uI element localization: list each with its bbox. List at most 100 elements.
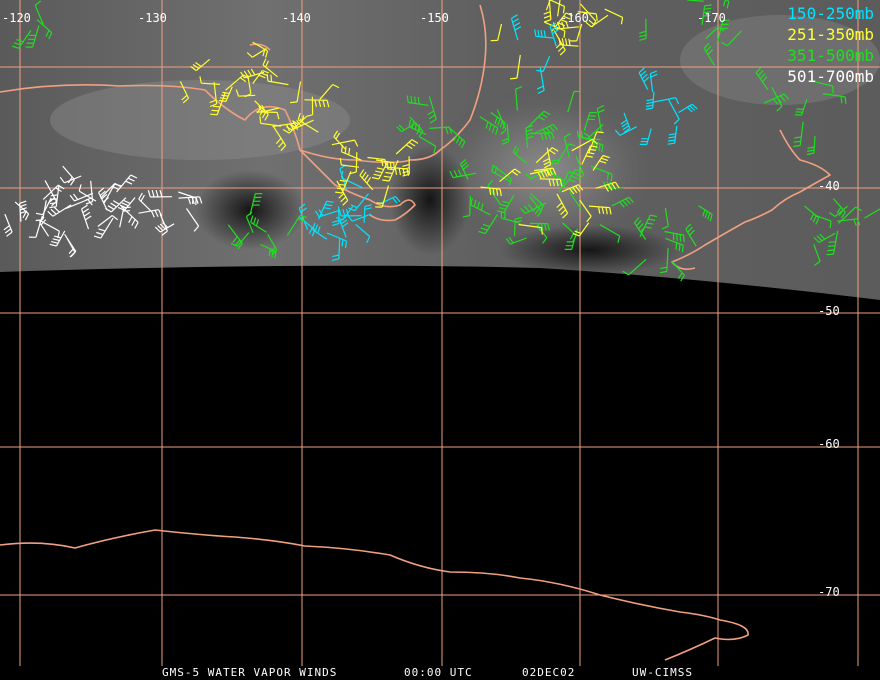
wind-barb	[639, 18, 647, 41]
wind-barb	[804, 205, 820, 225]
wind-barb	[331, 237, 341, 261]
wind-barb	[542, 147, 552, 169]
wind-barb	[546, 168, 566, 189]
wind-barb	[252, 69, 270, 84]
wind-barb	[396, 122, 417, 133]
wind-barb	[459, 159, 469, 180]
wind-barb	[534, 167, 557, 176]
wind-barb	[567, 90, 582, 113]
wind-barb	[93, 217, 114, 239]
wind-barb	[678, 103, 698, 114]
wind-barb	[348, 193, 369, 212]
wind-barb	[119, 206, 131, 228]
wind-barb	[470, 197, 491, 216]
wind-barb	[548, 0, 566, 14]
wind-barb	[515, 86, 523, 111]
wind-barb	[478, 213, 499, 235]
wind-barb	[723, 0, 730, 9]
wind-barb	[520, 202, 547, 214]
wind-barb	[721, 30, 742, 47]
wind-barb	[479, 116, 499, 135]
wind-barb	[332, 206, 340, 227]
wind-barb	[97, 215, 119, 227]
wind-barb	[179, 81, 190, 104]
wind-barb	[266, 74, 289, 86]
wind-barb	[755, 67, 769, 91]
wind-barb	[28, 215, 43, 238]
wind-barb	[653, 97, 680, 105]
wind-barb	[318, 200, 334, 220]
wind-barb	[556, 193, 569, 219]
wind-barb	[667, 125, 678, 145]
wind-barb	[596, 105, 605, 132]
wind-barb	[199, 76, 220, 85]
footer-time: 00:00 UTC	[404, 666, 473, 679]
cloud-band-east	[680, 15, 880, 105]
wind-barb	[581, 145, 598, 165]
wind-barb	[490, 23, 503, 42]
wind-barb	[375, 185, 390, 208]
wind-barb	[312, 222, 328, 240]
wind-barb	[533, 123, 559, 136]
wind-barb	[638, 67, 650, 90]
lon-label-120: -120	[2, 11, 31, 25]
wind-barb	[575, 156, 585, 180]
wind-barb	[36, 19, 53, 40]
wind-barb	[331, 139, 359, 147]
wind-barb	[557, 0, 561, 17]
coastline-antarctica	[0, 529, 749, 661]
wind-barb	[806, 136, 816, 156]
wind-barb	[577, 11, 598, 21]
wind-barb	[319, 83, 340, 100]
wind-barb	[634, 217, 647, 240]
wind-barb	[419, 136, 437, 154]
wind-barb	[335, 171, 352, 194]
dry-slot-3	[500, 225, 680, 275]
wind-barb	[3, 213, 13, 237]
wind-barb	[338, 208, 362, 217]
wind-barb	[210, 92, 226, 116]
wind-barb	[558, 37, 579, 47]
wind-barb	[138, 192, 152, 212]
wind-barb	[117, 197, 136, 211]
pressure-legend: 150-250mb 251-350mb 351-500mb 501-700mb	[787, 3, 874, 87]
footer-date: 02DEC02	[522, 666, 576, 679]
wind-barb	[686, 0, 704, 2]
wind-barb	[14, 201, 30, 221]
wind-barb	[571, 138, 598, 152]
wind-barb	[34, 0, 44, 25]
wind-barb	[668, 99, 680, 125]
wind-barb	[69, 192, 94, 202]
wind-barb	[259, 116, 282, 127]
wind-barb	[375, 159, 395, 170]
wind-barb	[794, 99, 808, 116]
lon-label-170: -170	[697, 11, 726, 25]
wind-barb	[254, 100, 269, 121]
wind-barb	[529, 196, 542, 217]
wind-barb	[256, 111, 280, 120]
lat-label-70: -70	[818, 585, 840, 599]
wind-barb	[235, 89, 256, 97]
wind-barb	[639, 128, 652, 146]
wind-barb	[620, 112, 631, 133]
wind-barb	[190, 58, 211, 72]
wind-barb	[671, 260, 685, 282]
wind-barb	[154, 222, 175, 233]
wind-barb	[178, 196, 203, 205]
wind-barb	[518, 223, 543, 235]
cloud-band-west	[50, 80, 350, 160]
wind-barb	[159, 213, 168, 236]
wind-barb	[614, 126, 637, 136]
wind-barb	[347, 213, 372, 222]
wind-barb	[510, 14, 522, 41]
wind-barb	[262, 58, 278, 78]
wind-barb	[290, 81, 302, 104]
wind-barb	[38, 219, 60, 239]
wind-barb	[703, 42, 716, 66]
wind-barb	[599, 224, 621, 243]
wind-barb	[120, 205, 139, 229]
wind-barb	[449, 128, 466, 149]
wind-barb	[336, 180, 349, 206]
wind-barb	[549, 22, 559, 47]
